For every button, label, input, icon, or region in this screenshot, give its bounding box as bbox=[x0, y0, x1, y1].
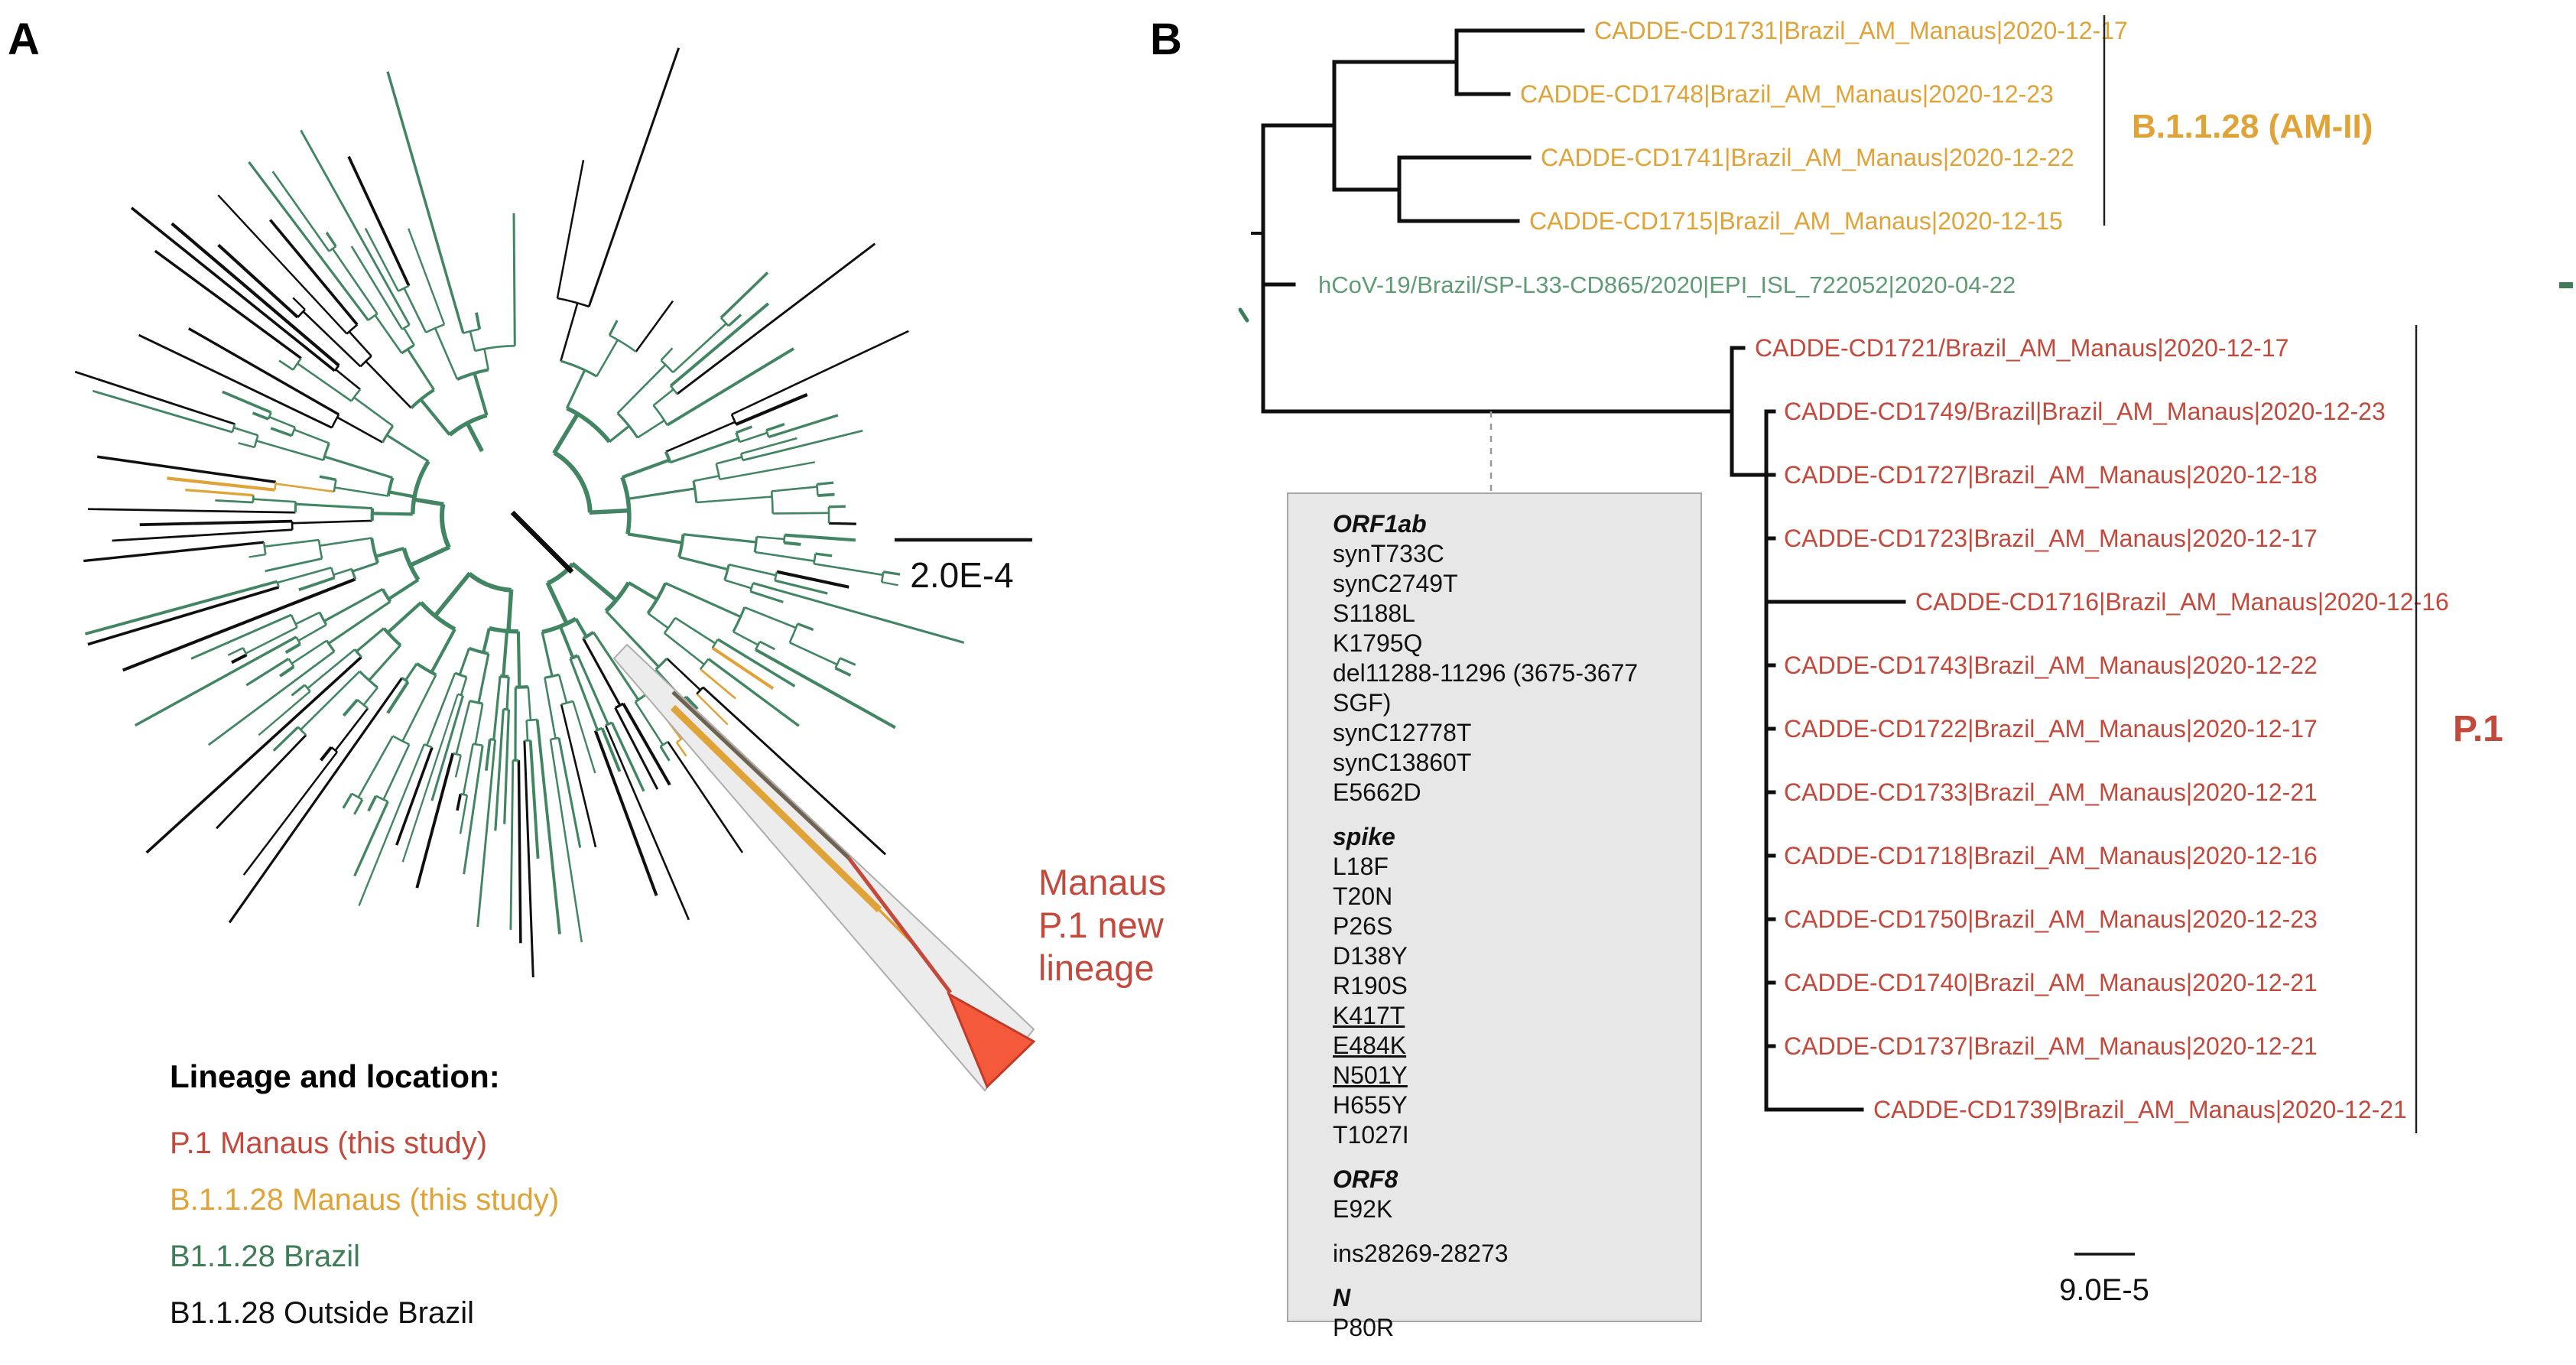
tip-label-1: CADDE-CD1748|Brazil_AM_Manaus|2020-12-23 bbox=[1520, 80, 2054, 108]
mutation-item: R190S bbox=[1333, 972, 1408, 999]
tip-label-7: CADDE-CD1727|Brazil_AM_Manaus|2020-12-18 bbox=[1784, 461, 2318, 489]
mutation-item: P80R bbox=[1333, 1314, 1395, 1341]
mutation-item: T1027I bbox=[1333, 1121, 1409, 1149]
tip-label-5: CADDE-CD1721/Brazil_AM_Manaus|2020-12-17 bbox=[1755, 334, 2289, 362]
wedge-red-branch bbox=[847, 856, 952, 994]
mutation-gene-header: ORF8 bbox=[1333, 1165, 1398, 1193]
tip-label-9: CADDE-CD1716|Brazil_AM_Manaus|2020-12-16 bbox=[1915, 588, 2449, 616]
tip-label-4: hCoV-19/Brazil/SP-L33-CD865/2020|EPI_ISL… bbox=[1318, 271, 2016, 298]
legend-items: P.1 Manaus (this study) B.1.1.28 Manaus (… bbox=[170, 1115, 559, 1341]
tip-label-16: CADDE-CD1737|Brazil_AM_Manaus|2020-12-21 bbox=[1784, 1032, 2318, 1060]
mutation-item: S1188L bbox=[1333, 600, 1415, 627]
circular-tree-branches bbox=[74, 47, 965, 978]
legend-item-3: B1.1.28 Outside Brazil bbox=[170, 1296, 474, 1330]
legend-item-1: B.1.1.28 Manaus (this study) bbox=[170, 1183, 560, 1217]
mutation-item: synC13860T bbox=[1333, 749, 1472, 776]
legend-item-2: B1.1.28 Brazil bbox=[170, 1240, 361, 1273]
tree-root-stub bbox=[510, 510, 574, 574]
tip-label-2: CADDE-CD1741|Brazil_AM_Manaus|2020-12-22 bbox=[1541, 144, 2074, 171]
p1-collapsed-clade-triangle bbox=[946, 991, 1036, 1089]
mutation-list: ORF1ab synT733C synC2749T S1188L K1795Q del11… bbox=[1333, 509, 1690, 1343]
tip-label-13: CADDE-CD1718|Brazil_AM_Manaus|2020-12-16 bbox=[1784, 842, 2318, 869]
tip-label-0: CADDE-CD1731|Brazil_AM_Manaus|2020-12-17 bbox=[1594, 17, 2128, 44]
mutation-gene-header: ORF1ab bbox=[1333, 510, 1427, 538]
legend-item-0: P.1 Manaus (this study) bbox=[170, 1126, 488, 1160]
clade-label-p1: P.1 bbox=[2453, 709, 2503, 749]
tip-label-15: CADDE-CD1740|Brazil_AM_Manaus|2020-12-21 bbox=[1784, 969, 2318, 996]
tip-label-14: CADDE-CD1750|Brazil_AM_Manaus|2020-12-23 bbox=[1784, 905, 2318, 933]
wedge-orange-branch bbox=[670, 704, 882, 913]
p1-highlight-wedge-group bbox=[612, 643, 1036, 1092]
scale-bar-a-label: 2.0E-4 bbox=[910, 555, 1014, 595]
scale-bar-b-label: 9.0E-5 bbox=[2059, 1273, 2149, 1307]
mutation-item: E5662D bbox=[1333, 778, 1421, 806]
mutation-item: synT733C bbox=[1333, 540, 1444, 567]
tip-label-11: CADDE-CD1722|Brazil_AM_Manaus|2020-12-17 bbox=[1784, 715, 2318, 743]
clade-label-amii: B.1.1.28 (AM-II) bbox=[2132, 108, 2373, 145]
mutation-item: P26S bbox=[1333, 912, 1393, 940]
wedge-olive-branch bbox=[671, 691, 850, 860]
panel-label-b: B bbox=[1150, 15, 1182, 64]
tip-label-8: CADDE-CD1723|Brazil_AM_Manaus|2020-12-17 bbox=[1784, 525, 2318, 552]
mutation-item: synC12778T bbox=[1333, 719, 1472, 746]
mutation-item: K1795Q bbox=[1333, 629, 1423, 657]
mutation-item: H655Y bbox=[1333, 1091, 1408, 1119]
mutation-item: E484K bbox=[1333, 1032, 1407, 1059]
legend: Lineage and location: P.1 Manaus (this s… bbox=[170, 1058, 559, 1341]
mutation-item: N501Y bbox=[1333, 1061, 1408, 1089]
highlight-annotation: Manaus P.1 new lineage bbox=[1038, 862, 1167, 988]
mutation-item: ins28269-28273 bbox=[1333, 1240, 1509, 1267]
mutation-item: D138Y bbox=[1333, 942, 1408, 970]
tip-label-3: CADDE-CD1715|Brazil_AM_Manaus|2020-12-15 bbox=[1529, 207, 2063, 235]
mutation-item: E92K bbox=[1333, 1195, 1393, 1223]
phylogram-branches: CADDE-CD1731|Brazil_AM_Manaus|2020-12-17… bbox=[1261, 17, 2449, 1123]
mutation-box: ORF1ab synT733C synC2749T S1188L K1795Q del11… bbox=[1287, 492, 1702, 1341]
mutation-item: K417T bbox=[1333, 1002, 1405, 1029]
mutation-gene-header: N bbox=[1333, 1284, 1351, 1311]
mutation-item: synC2749T bbox=[1333, 570, 1458, 597]
tip-label-6: CADDE-CD1749/Brazil|Brazil_AM_Manaus|202… bbox=[1784, 398, 2386, 425]
green-edge-tick bbox=[2559, 282, 2573, 288]
mutation-item: del11288-11296 (3675-3677 SGF) bbox=[1333, 659, 1639, 717]
panel-label-a: A bbox=[8, 15, 40, 64]
tip-label-12: CADDE-CD1733|Brazil_AM_Manaus|2020-12-21 bbox=[1784, 778, 2318, 806]
context-tip-tick bbox=[1238, 307, 1249, 323]
mutation-item: T20N bbox=[1333, 882, 1393, 910]
legend-title: Lineage and location: bbox=[170, 1058, 500, 1094]
tip-label-10: CADDE-CD1743|Brazil_AM_Manaus|2020-12-22 bbox=[1784, 652, 2318, 679]
tip-label-17: CADDE-CD1739|Brazil_AM_Manaus|2020-12-21 bbox=[1873, 1096, 2407, 1123]
mutation-gene-header: spike bbox=[1333, 823, 1395, 850]
mutation-item: L18F bbox=[1333, 853, 1389, 880]
